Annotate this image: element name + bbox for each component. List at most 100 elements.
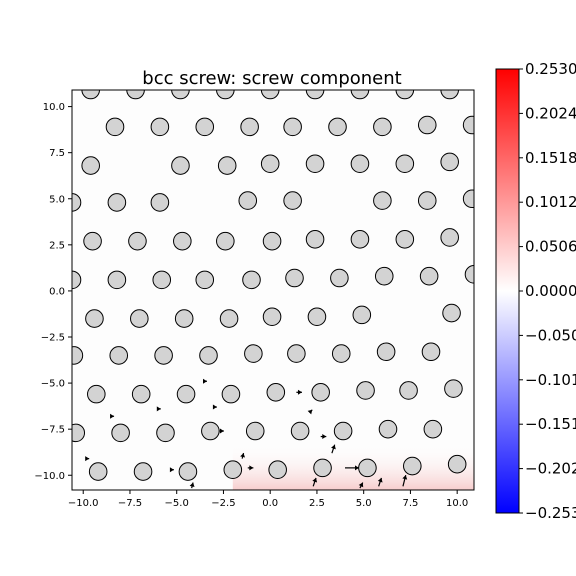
arrow-head <box>249 465 254 471</box>
x-tick-label: −10.0 <box>68 498 99 509</box>
atom-marker <box>287 344 306 363</box>
arrow-head <box>240 453 246 458</box>
arrow-head <box>219 428 224 434</box>
atom-marker <box>260 154 280 174</box>
atom-marker <box>395 230 415 249</box>
atom-marker <box>403 456 422 476</box>
displacement-arrow <box>169 467 174 473</box>
atom-marker <box>440 152 459 172</box>
atom-marker <box>423 419 443 439</box>
x-tick-label: 2.5 <box>309 498 325 509</box>
displacement-arrow <box>219 428 224 434</box>
atom-marker <box>173 231 192 251</box>
displacement-arrow <box>189 482 195 489</box>
arrow-head <box>156 406 161 412</box>
atom-marker <box>150 193 170 212</box>
x-tick-label: 7.5 <box>402 498 418 509</box>
atom-marker <box>83 231 102 251</box>
atom-marker <box>333 421 353 441</box>
atom-marker <box>356 381 375 400</box>
x-tick-label: 10.0 <box>446 498 468 509</box>
atom-marker <box>238 191 258 210</box>
y-tick-label: 0.0 <box>49 286 65 297</box>
atom-marker <box>462 115 474 135</box>
atom-marker <box>195 270 215 290</box>
arrow-head <box>312 477 318 483</box>
colorbar-tick-label: 0.0000 <box>525 282 576 300</box>
displacement-arrow <box>240 452 246 459</box>
atom-marker <box>72 193 82 212</box>
atom-marker <box>266 383 286 402</box>
colorbar-tick-label: −0.1012 <box>525 371 576 389</box>
atom-marker <box>152 270 172 290</box>
atom-marker <box>216 231 235 251</box>
x-axis: −10.0 −7.5 −5.0 −2.5 0.0 2.5 5.0 7.5 10.0 <box>68 490 468 509</box>
y-tick-label: −10.0 <box>34 471 65 482</box>
atom-marker <box>285 268 304 288</box>
arrow-head <box>377 477 383 483</box>
colorbar-tick-label: −0.1518 <box>525 415 576 433</box>
arrow-head <box>322 434 327 440</box>
atom-marker <box>87 384 106 404</box>
displacement-arrow <box>296 389 302 395</box>
displacement-arrows <box>85 378 408 489</box>
x-tick-label: −5.0 <box>165 498 189 509</box>
atom-marker <box>442 303 461 323</box>
atom-marker <box>311 383 330 402</box>
arrow-head <box>202 378 207 384</box>
displacement-arrow <box>85 456 90 462</box>
atoms <box>72 90 474 481</box>
atom-marker <box>374 266 394 286</box>
atom-marker <box>178 462 198 481</box>
colorbar-tick-label: 0.1012 <box>525 193 576 211</box>
atom-marker <box>81 156 100 175</box>
arrow-head <box>212 404 217 410</box>
atom-marker <box>109 346 129 365</box>
colorbar-tick-label: −0.0506 <box>525 326 576 344</box>
atom-marker <box>150 117 170 137</box>
y-axis: 10.0 7.5 5.0 2.5 0.0 −2.5 −5.0 −7.5 −10.0 <box>34 102 72 482</box>
atom-marker <box>242 270 261 290</box>
atom-marker <box>156 423 175 443</box>
x-tick-label: −2.5 <box>211 498 235 509</box>
atom-marker <box>128 231 147 251</box>
atom-marker <box>440 228 459 247</box>
arrow-head <box>358 482 364 488</box>
arrow-head <box>354 465 359 471</box>
atom-marker <box>111 423 130 443</box>
y-tick-label: 2.5 <box>49 240 65 251</box>
atom-marker <box>72 423 86 443</box>
atom-marker <box>88 462 108 481</box>
plot-frame <box>71 89 475 491</box>
y-tick-label: −2.5 <box>41 333 65 344</box>
atom-marker <box>107 270 127 290</box>
arrow-head <box>169 467 174 473</box>
atom-marker <box>131 384 151 404</box>
atom-marker <box>217 156 237 175</box>
atom-marker <box>352 305 372 325</box>
x-tick-label: 0.0 <box>262 498 278 509</box>
atom-marker <box>307 307 327 327</box>
atom-marker <box>244 344 263 363</box>
atom-marker <box>358 458 377 478</box>
arrow-head <box>402 475 408 480</box>
y-tick-label: 10.0 <box>43 102 65 113</box>
y-tick-label: 5.0 <box>49 194 65 205</box>
atom-marker <box>176 384 196 404</box>
atom-marker <box>223 460 243 480</box>
arrow-head <box>85 456 90 462</box>
x-tick-label: 5.0 <box>356 498 372 509</box>
atom-marker <box>221 384 241 404</box>
atom-marker <box>373 117 392 137</box>
displacement-arrow <box>110 413 115 419</box>
displacement-arrow <box>320 434 327 440</box>
atom-marker <box>262 307 282 327</box>
atom-marker <box>133 462 153 481</box>
colorbar-tick-label: 0.0506 <box>525 238 576 256</box>
arrow-head <box>110 413 115 419</box>
displacement-arrow <box>202 378 207 384</box>
atom-marker <box>421 342 441 362</box>
atom-marker <box>283 117 302 137</box>
atom-marker <box>350 154 370 174</box>
